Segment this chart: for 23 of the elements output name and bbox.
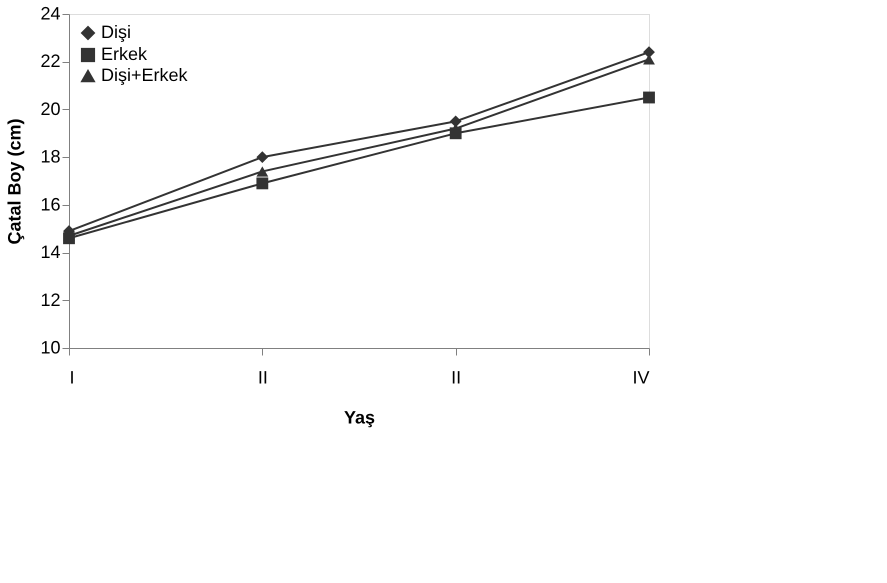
point [256,177,268,190]
y-tick-label: 18 [40,146,60,167]
y-tick-label: 20 [40,98,60,119]
x-tick-label: IV [632,368,650,388]
point [256,151,268,164]
y-tick-label: 12 [40,290,60,310]
point [256,166,268,177]
x-tick-label: I [70,368,75,388]
point [643,92,655,104]
x-axis-title: Yaş [344,408,376,428]
legend-label: Dişi [101,22,131,42]
point [643,46,655,58]
point [450,115,462,128]
y-axis-title: Çatal Boy (cm) [4,118,24,245]
y-tick-label: 14 [40,242,60,262]
y-tick-label: 24 [40,4,60,24]
x-tick-label: II [258,368,268,388]
y-tick-label: 22 [40,51,60,72]
legend-label: Dişi+Erkek [101,65,189,85]
legend-label: Erkek [101,44,148,64]
x-tick-label: II [451,368,462,388]
y-tick-label: 10 [40,338,60,358]
y-tick-label: 16 [40,194,60,214]
